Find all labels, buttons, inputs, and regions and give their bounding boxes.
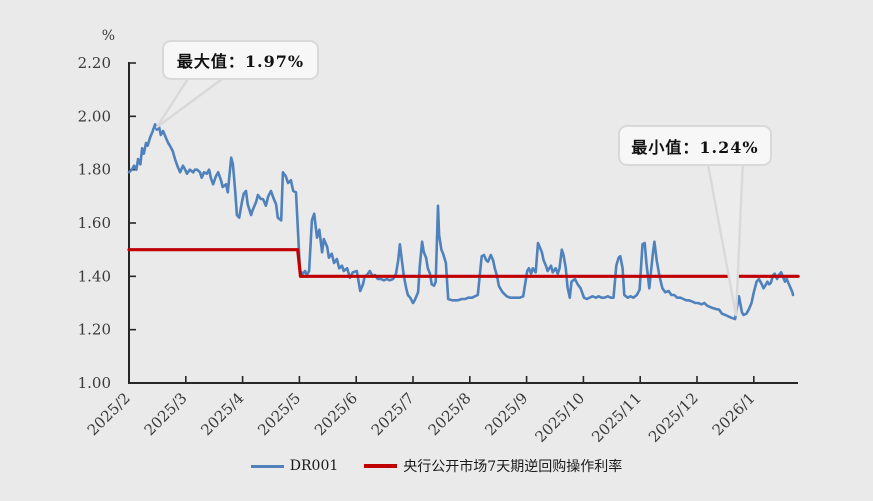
dr001-legend-label: DR001 bbox=[289, 458, 339, 474]
max-callout-tail bbox=[155, 72, 231, 129]
y-tick-label: 2.00 bbox=[78, 107, 111, 125]
y-tick-label: 1.00 bbox=[78, 374, 111, 392]
y-tick-label: 1.40 bbox=[78, 267, 111, 285]
min-callout-tail bbox=[705, 157, 745, 317]
y-tick-label: 1.80 bbox=[78, 161, 111, 179]
x-tick-label: 2025/11 bbox=[588, 389, 645, 446]
legend-item-dr001: DR001 bbox=[250, 458, 339, 474]
max-value-label: 最大值：1.97% bbox=[176, 52, 305, 71]
x-tick-label: 2025/6 bbox=[311, 389, 361, 439]
x-tick-label: 2025/7 bbox=[368, 389, 418, 439]
y-tick-label: 2.20 bbox=[78, 54, 111, 72]
policy-rate-legend-label: 央行公开市场7天期逆回购操作利率 bbox=[403, 459, 623, 475]
dr001-line bbox=[127, 123, 795, 321]
min-value-callout: 最小值：1.24% bbox=[618, 125, 772, 166]
y-axis-unit-label: % bbox=[102, 28, 115, 44]
x-tick-label: 2025/4 bbox=[197, 389, 247, 439]
y-tick-label: 1.20 bbox=[78, 321, 111, 339]
min-value-label: 最小值：1.24% bbox=[631, 137, 759, 157]
y-tick-label: 1.60 bbox=[78, 214, 111, 232]
x-tick-label: 2025/3 bbox=[141, 389, 191, 439]
dr001-line-swatch bbox=[250, 464, 284, 468]
legend: DR001 央行公开市场7天期逆回购操作利率 bbox=[0, 456, 873, 476]
legend-item-policy-rate: 央行公开市场7天期逆回购操作利率 bbox=[364, 456, 622, 476]
x-tick-label: 2025/9 bbox=[481, 389, 531, 439]
x-tick-label: 2025/8 bbox=[425, 389, 475, 439]
policy-rate-line bbox=[127, 248, 800, 278]
x-tick-label: 2025/5 bbox=[254, 389, 304, 439]
x-tick-label: 2025/2 bbox=[84, 389, 134, 439]
x-tick-label: 2025/10 bbox=[531, 389, 588, 446]
x-tick-label: 2025/12 bbox=[645, 389, 702, 446]
policy-rate-line-swatch bbox=[364, 464, 398, 468]
x-tick-label: 2026/1 bbox=[709, 389, 759, 439]
max-value-callout: 最大值：1.97% bbox=[162, 40, 319, 80]
